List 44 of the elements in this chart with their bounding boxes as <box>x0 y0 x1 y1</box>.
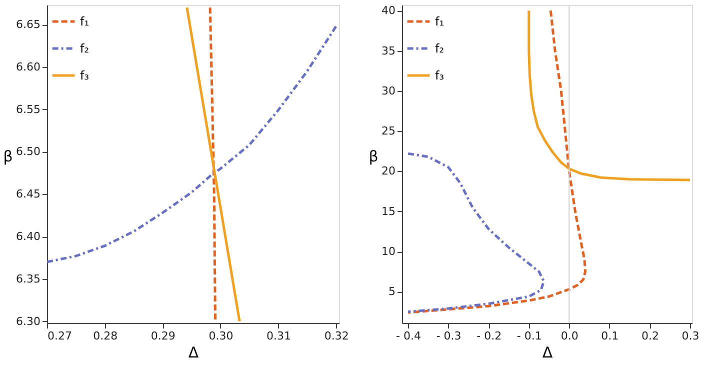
line-series <box>528 9 692 182</box>
x-tick-label: - 0.2 <box>476 330 502 342</box>
y-tick-label: 6.65 <box>16 18 40 32</box>
x-tick-label: 0.1 <box>601 330 619 342</box>
x-tick-label: 0.27 <box>48 330 72 342</box>
y-tick-label: 6.45 <box>16 188 40 201</box>
legend-label: f₁ <box>80 14 90 28</box>
y-axis-title: β <box>3 148 13 166</box>
y-tick-label: 15 <box>382 204 396 218</box>
x-tick-label: 0.28 <box>93 330 118 342</box>
y-tick-label: 6.50 <box>16 145 40 158</box>
x-tick-label: 0.31 <box>266 330 292 342</box>
y-tick-label: 40 <box>382 4 396 18</box>
y-axis-title: β <box>368 148 378 166</box>
x-tick-label: - 0.3 <box>436 330 462 342</box>
y-tick-label: 10 <box>382 245 396 258</box>
x-tick-label: 0.29 <box>150 330 176 342</box>
x-tick-label: 0.30 <box>208 330 234 342</box>
x-tick-label: 0.32 <box>324 330 349 342</box>
y-tick-label: 6.60 <box>16 60 40 74</box>
legend-label: f₃ <box>435 68 444 82</box>
y-tick-label: 6.55 <box>16 102 40 116</box>
x-tick-label: - 0.4 <box>396 330 422 342</box>
y-tick-label: 20 <box>382 164 396 178</box>
x-tick-label: 0.0 <box>560 330 578 342</box>
x-tick-label: 0.2 <box>641 330 659 342</box>
y-tick-label: 35 <box>382 44 396 58</box>
y-tick-label: 25 <box>382 124 396 138</box>
x-tick-label: 0.3 <box>682 330 700 342</box>
legend-label: f₂ <box>435 42 444 56</box>
y-tick-label: 5 <box>388 285 396 298</box>
x-axis-title: Δ <box>542 344 554 362</box>
y-tick-label: 6.30 <box>16 314 40 328</box>
y-tick-label: 30 <box>382 84 396 98</box>
line-series <box>406 9 587 314</box>
y-tick-label: 6.40 <box>16 230 40 244</box>
x-tick-label: - 0.1 <box>516 330 542 342</box>
legend-label: f₂ <box>80 42 90 56</box>
y-tick-label: 6.35 <box>16 272 40 286</box>
line-series <box>47 24 338 264</box>
line-series <box>406 152 546 314</box>
x-axis-title: Δ <box>188 344 200 362</box>
legend-label: f₁ <box>435 14 444 28</box>
legend-label: f₃ <box>80 68 90 82</box>
